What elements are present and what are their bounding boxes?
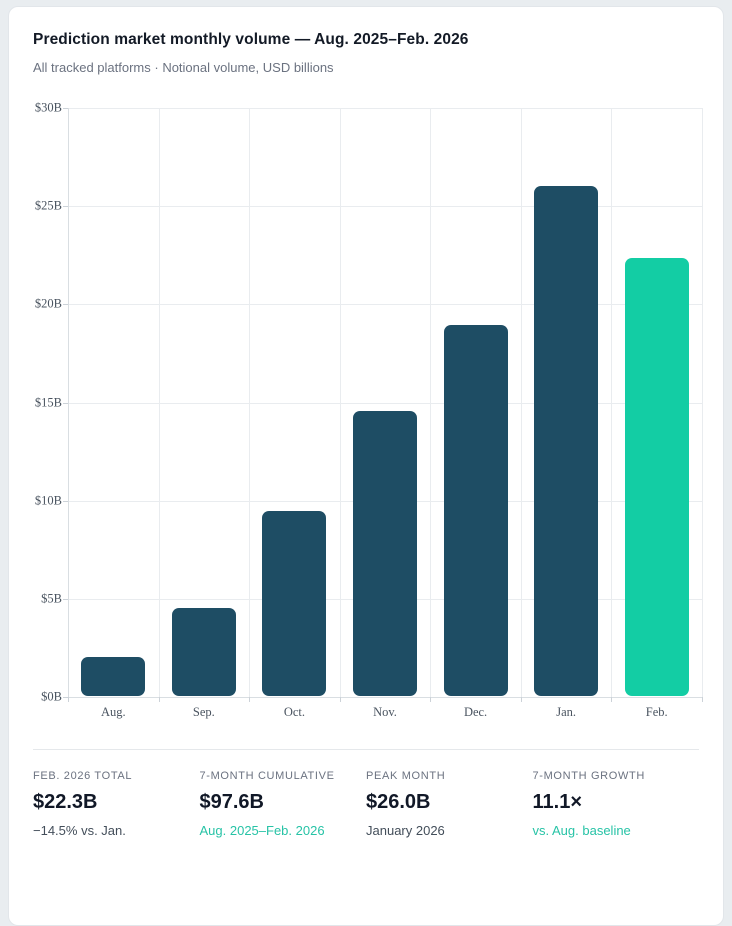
- stat-label: 7-MONTH CUMULATIVE: [199, 770, 335, 782]
- bar-oct: [262, 511, 327, 696]
- y-gridline: [68, 206, 702, 208]
- y-axis-tick: [63, 697, 68, 698]
- x-gridline: [520, 108, 522, 697]
- x-axis-tick: [68, 697, 69, 702]
- stat-label: 7-MONTH GROWTH: [532, 770, 646, 782]
- x-axis-label: Oct.: [283, 705, 306, 719]
- bar-aug: [81, 656, 146, 696]
- y-axis-tick: [63, 500, 68, 502]
- bar-sep: [171, 607, 236, 696]
- y-gridline: [68, 697, 702, 698]
- x-axis-tick: [339, 697, 341, 702]
- stat-feb-total: FEB. 2026 TOTAL $22.3B −14.5% vs. Jan.: [33, 770, 200, 838]
- x-axis-label: Aug.: [100, 705, 126, 719]
- x-axis-row: [33, 697, 699, 725]
- x-axis-tick: [702, 697, 703, 702]
- stat-value: $97.6B: [199, 791, 265, 813]
- x-axis-label: Jan.: [556, 705, 577, 719]
- y-axis-tick: [63, 206, 68, 208]
- x-axis-label: Dec.: [463, 705, 488, 719]
- y-axis-label: $0B: [41, 689, 62, 704]
- x-gridline: [249, 108, 251, 697]
- bar-chart: $0B $5B $10B $15B $20B $25B $30B Aug. Sep. Oct. No…: [33, 101, 703, 725]
- chart-card: Prediction market monthly volume — Aug. …: [8, 6, 724, 926]
- stat-value: $26.0B: [366, 791, 431, 813]
- stat-subtext: Aug. 2025–Feb. 2026: [199, 823, 325, 838]
- x-gridline: [611, 108, 613, 697]
- bar-dec: [443, 324, 508, 696]
- y-axis-label: $25B: [34, 198, 62, 213]
- x-axis-tick: [520, 697, 522, 702]
- x-axis-tick: [611, 697, 613, 702]
- page-subtitle: All tracked platforms · Notional volume,…: [33, 60, 334, 75]
- y-gridline: [68, 304, 702, 306]
- y-axis-label: $15B: [34, 395, 62, 409]
- stats-row: FEB. 2026 TOTAL $22.3B −14.5% vs. Jan. 7…: [33, 749, 699, 838]
- y-axis-tick: [63, 402, 68, 404]
- x-gridline: [339, 108, 341, 697]
- y-gridline: [68, 108, 702, 109]
- x-gridline: [158, 108, 160, 697]
- bar-nov: [353, 411, 417, 696]
- bar-jan: [534, 185, 599, 696]
- x-axis-label: Sep.: [192, 705, 215, 719]
- stat-subtext: vs. Aug. baseline: [532, 823, 631, 838]
- x-axis-tick: [249, 697, 251, 702]
- y-axis-label: $30B: [34, 100, 62, 115]
- stat-label: FEB. 2026 TOTAL: [33, 770, 133, 782]
- stat-label: PEAK MONTH: [366, 770, 446, 782]
- x-gridline: [702, 108, 703, 697]
- x-axis-label: Nov.: [373, 705, 397, 719]
- y-axis-label: $20B: [34, 296, 62, 311]
- stat-subtext: −14.5% vs. Jan.: [33, 823, 126, 838]
- stat-cumulative: 7-MONTH CUMULATIVE $97.6B Aug. 2025–Feb.…: [200, 770, 367, 838]
- stat-peak-month: PEAK MONTH $26.0B January 2026: [366, 770, 533, 838]
- y-axis-label: $5B: [41, 591, 62, 606]
- bar-feb: [624, 258, 689, 696]
- stat-value: 11.1×: [532, 791, 583, 813]
- y-axis-tick: [63, 108, 68, 109]
- stat-growth: 7-MONTH GROWTH 11.1× vs. Aug. baseline: [533, 770, 700, 838]
- y-axis-tick: [63, 598, 68, 600]
- x-axis-tick: [158, 697, 160, 702]
- x-axis-label: Feb.: [645, 705, 668, 719]
- x-gridline: [68, 108, 69, 697]
- stat-value: $22.3B: [33, 791, 98, 813]
- page-title: Prediction market monthly volume — Aug. …: [33, 31, 469, 48]
- y-axis-label: $10B: [34, 493, 62, 508]
- y-axis-tick: [63, 304, 68, 306]
- stat-subtext: January 2026: [366, 823, 445, 838]
- y-gridline: [68, 402, 702, 404]
- x-gridline: [430, 108, 432, 697]
- x-axis-tick: [430, 697, 432, 702]
- plot-area: $0B $5B $10B $15B $20B $25B $30B Aug. Sep. Oct. No…: [35, 101, 703, 719]
